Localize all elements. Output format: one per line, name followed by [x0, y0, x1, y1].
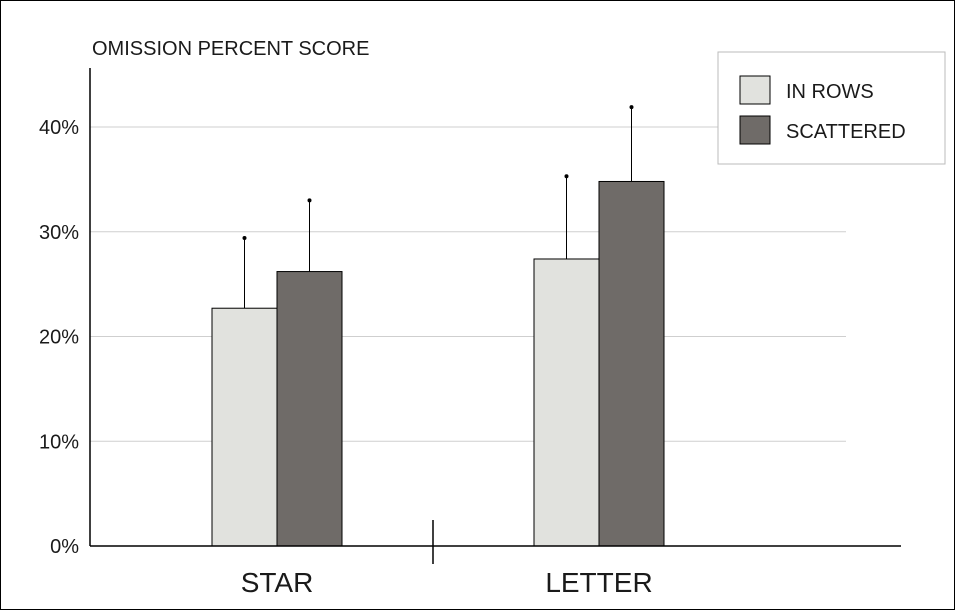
error-bars [242, 105, 634, 309]
y-tick-label-30: 30% [39, 222, 79, 244]
legend-label-in-rows: IN ROWS [786, 81, 874, 103]
error-cap-letter-in-rows [564, 174, 569, 179]
error-cap-letter-scattered [629, 105, 634, 110]
bars [211, 180, 665, 547]
error-cap-star-in-rows [242, 236, 247, 241]
legend-label-scattered: SCATTERED [786, 121, 906, 143]
y-tick-label-20: 20% [39, 327, 79, 349]
error-cap-star-scattered [307, 198, 312, 203]
legend-swatch-scattered [739, 115, 771, 145]
y-tick-label-0: 0% [50, 536, 79, 558]
bar-star-in-rows [211, 307, 278, 547]
legend-swatch-in-rows [739, 75, 771, 105]
x-category-label-star: STAR [241, 567, 314, 598]
chart-title: OMISSION PERCENT SCORE [92, 38, 369, 60]
x-category-label-letter: LETTER [545, 567, 652, 598]
y-tick-label-10: 10% [39, 431, 79, 453]
legend-box [717, 51, 946, 165]
grid-lines [90, 126, 846, 442]
category-labels: STAR LETTER [241, 567, 653, 598]
bar-letter-in-rows [533, 258, 600, 547]
legend: IN ROWS SCATTERED [717, 51, 946, 165]
y-axis-ticks: 0% 10% 20% 30% 40% [39, 117, 79, 558]
y-tick-label-40: 40% [39, 117, 79, 139]
bar-star-scattered [276, 271, 343, 547]
bar-letter-scattered [598, 180, 665, 547]
